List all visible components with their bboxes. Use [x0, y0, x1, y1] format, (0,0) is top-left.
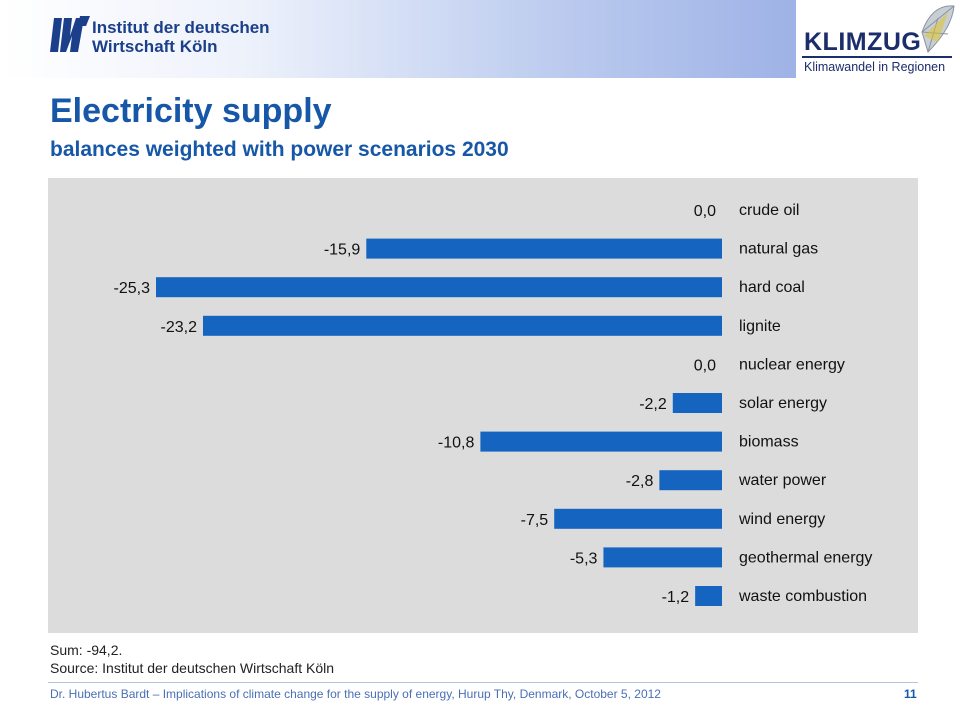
iw-logo-icon — [50, 16, 90, 52]
slide-subtitle: balances weighted with power scenarios 2… — [50, 138, 509, 161]
bar-lignite — [202, 315, 723, 336]
category-label: waste combustion — [738, 588, 867, 605]
partner-tagline: Klimawandel in Regionen — [804, 60, 946, 74]
category-label: geothermal energy — [739, 549, 872, 566]
category-label: water power — [738, 472, 827, 489]
bar-water-power — [659, 470, 722, 491]
category-label: biomass — [739, 434, 799, 451]
partner-name: KLIMZUG — [804, 28, 922, 56]
value-label: -15,9 — [324, 242, 361, 259]
bar-geothermal-energy — [603, 547, 722, 568]
category-label: lignite — [739, 318, 781, 335]
value-label: 0,0 — [694, 357, 716, 374]
category-label: solar energy — [739, 395, 827, 412]
institute-name-line2: Wirtschaft Köln — [92, 37, 218, 56]
sum-note: Sum: -94,2. — [50, 642, 123, 658]
category-label: hard coal — [739, 279, 805, 296]
slide-title: Electricity supply — [50, 92, 332, 130]
value-label: -2,8 — [626, 473, 654, 490]
value-label: -10,8 — [438, 435, 475, 452]
value-label: -1,2 — [662, 589, 690, 606]
bar-natural-gas — [366, 238, 722, 259]
value-label: 0,0 — [694, 203, 716, 220]
partner-logo: KLIMZUG Klimawandel in Regionen — [796, 0, 960, 78]
bar-hard-coal — [156, 277, 722, 298]
category-label: wind energy — [738, 511, 825, 528]
institute-name-line1: Institut der deutschen — [92, 18, 270, 37]
kite-icon — [921, 5, 955, 53]
partner-logo-rule — [802, 56, 952, 58]
value-label: -2,2 — [639, 396, 667, 413]
bar-chart: 0,0 crude oil -15,9 natural gas -25,3 hard co… — [114, 202, 872, 606]
page-number: 11 — [904, 687, 917, 701]
bar-solar-energy — [672, 393, 722, 413]
footer-text: Dr. Hubertus Bardt – Implications of cli… — [50, 687, 661, 701]
bar-wind-energy — [554, 508, 722, 529]
bar-biomass — [480, 431, 722, 452]
category-label: crude oil — [739, 202, 799, 219]
bar-waste-combustion — [695, 586, 722, 606]
value-label: -23,2 — [161, 319, 198, 336]
value-label: -7,5 — [521, 512, 549, 529]
source-note: Source: Institut der deutschen Wirtschaf… — [50, 660, 335, 676]
chart-panel: 0,0 crude oil -15,9 natural gas -25,3 hard co… — [48, 178, 918, 633]
category-label: natural gas — [739, 241, 818, 258]
category-label: nuclear energy — [739, 356, 845, 373]
footer-divider — [48, 682, 918, 683]
value-label: -5,3 — [570, 550, 598, 567]
institute-name: Institut der deutschen Wirtschaft Köln — [92, 18, 270, 56]
value-label: -25,3 — [114, 280, 151, 297]
